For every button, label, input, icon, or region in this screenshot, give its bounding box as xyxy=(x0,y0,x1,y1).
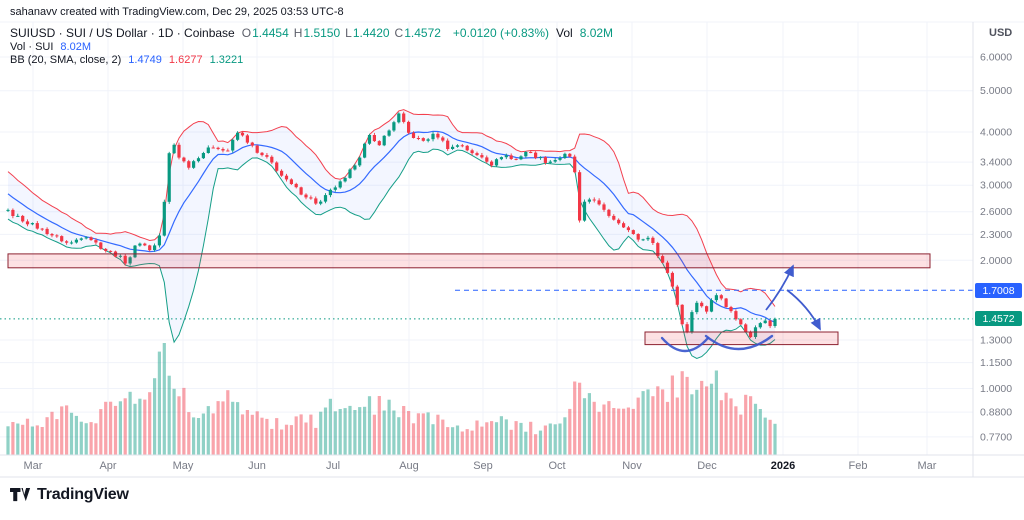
tradingview-logo-icon[interactable] xyxy=(10,486,31,504)
support-zone xyxy=(644,331,839,346)
time-tick-label: Nov xyxy=(622,460,642,472)
price-scale[interactable]: 6.0000 5.0000 4.0000 3.4000 3.0000 2.6000 2.30… xyxy=(980,52,1012,444)
symbol-legend-row[interactable]: SUIUSD · SUI / US Dollar · 1D · Coinbase… xyxy=(10,26,613,40)
price-tick-label: 1.0000 xyxy=(980,383,1012,395)
chart-legend: SUIUSD · SUI / US Dollar · 1D · Coinbase… xyxy=(10,26,613,66)
frame-layer xyxy=(0,21,1024,478)
price-levels-layer[interactable] xyxy=(0,289,973,320)
volume-legend-row[interactable]: Vol · SUI 8.02M xyxy=(10,41,613,53)
price-tick-label: 3.4000 xyxy=(980,157,1012,169)
price-change: +0.0120 (+0.83%) xyxy=(452,26,549,40)
time-tick-label: 2026 xyxy=(771,460,795,472)
price-tick-label: 1.3000 xyxy=(980,335,1012,347)
bb-basis-value: 1.4749 xyxy=(128,54,162,66)
time-tick-label: Jun xyxy=(248,460,266,472)
time-tick-label: Mar xyxy=(918,460,937,472)
time-tick-label: Apr xyxy=(99,460,116,472)
bb-legend-row[interactable]: BB (20, SMA, close, 2) 1.4749 1.6277 1.3… xyxy=(10,54,613,66)
volume-indicator-value: 8.02M xyxy=(60,41,91,53)
time-tick-label: Mar xyxy=(24,460,43,472)
time-tick-label: Dec xyxy=(697,460,717,472)
grid-layer xyxy=(0,22,973,455)
double-bottom-arc xyxy=(704,334,774,351)
price-tick-label: 0.7700 xyxy=(980,431,1012,443)
footer-branding[interactable]: TradingView xyxy=(10,486,129,504)
trend-arrow xyxy=(786,289,821,331)
price-tick-label: 2.3000 xyxy=(980,229,1012,241)
price-tick-label: 2.0000 xyxy=(980,255,1012,267)
vol-value: 8.02M xyxy=(579,26,614,40)
time-axis[interactable]: Mar Apr May Jun Jul Aug Sep Oct Nov Dec 2026 Feb Mar xyxy=(24,460,937,472)
time-tick-label: Sep xyxy=(473,460,493,472)
price-tick-label: 2.6000 xyxy=(980,206,1012,218)
drawings-layer[interactable] xyxy=(660,264,821,353)
price-tick-label: 4.0000 xyxy=(980,127,1012,139)
volume-indicator-title[interactable]: Vol · SUI xyxy=(10,41,54,53)
attribution-text: sahanavv created with TradingView.com, D… xyxy=(10,6,344,18)
price-tick-label: 1.1500 xyxy=(980,357,1012,369)
current-price-badge: 1.4572 xyxy=(975,311,1022,326)
price-tick-label: 3.0000 xyxy=(980,180,1012,192)
bb-indicator-title[interactable]: BB (20, SMA, close, 2) xyxy=(10,54,122,66)
vol-label: Vol xyxy=(556,26,573,40)
resistance-zone xyxy=(7,253,931,269)
trend-arrow xyxy=(765,264,794,311)
price-scale-currency[interactable]: USD xyxy=(989,27,1013,39)
bb-lower-value: 1.3221 xyxy=(209,54,244,66)
ohlc-values: O1.4454 H1.5150 L1.4420 C1.4572 xyxy=(241,26,441,40)
time-tick-label: May xyxy=(173,460,194,472)
time-tick-label: Oct xyxy=(548,460,565,472)
time-tick-label: Aug xyxy=(399,460,419,472)
level-price-badge: 1.7008 xyxy=(975,283,1022,298)
price-tick-label: 0.8800 xyxy=(980,407,1012,419)
price-tick-label: 5.0000 xyxy=(980,85,1012,97)
bb-upper-value: 1.6277 xyxy=(168,54,203,66)
double-bottom-arc xyxy=(660,336,710,353)
symbol-title[interactable]: SUIUSD · SUI / US Dollar · 1D · Coinbase xyxy=(10,26,235,40)
tradingview-brand-text[interactable]: TradingView xyxy=(37,486,129,503)
zones-layer[interactable] xyxy=(7,253,931,346)
time-tick-label: Jul xyxy=(326,460,340,472)
volume-layer xyxy=(6,343,777,455)
price-tick-label: 6.0000 xyxy=(980,52,1012,64)
time-tick-label: Feb xyxy=(849,460,868,472)
